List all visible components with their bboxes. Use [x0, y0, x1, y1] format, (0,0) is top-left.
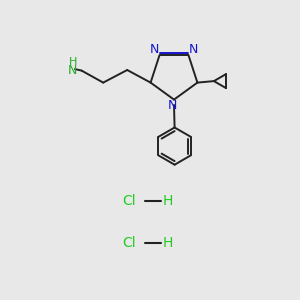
Text: H: H	[162, 236, 172, 250]
Text: N: N	[189, 43, 199, 56]
Text: N: N	[168, 99, 177, 112]
Text: N: N	[68, 64, 77, 76]
Text: H: H	[162, 194, 172, 208]
Text: Cl: Cl	[122, 194, 136, 208]
Text: Cl: Cl	[122, 236, 136, 250]
Text: H: H	[68, 57, 77, 67]
Text: N: N	[149, 43, 159, 56]
